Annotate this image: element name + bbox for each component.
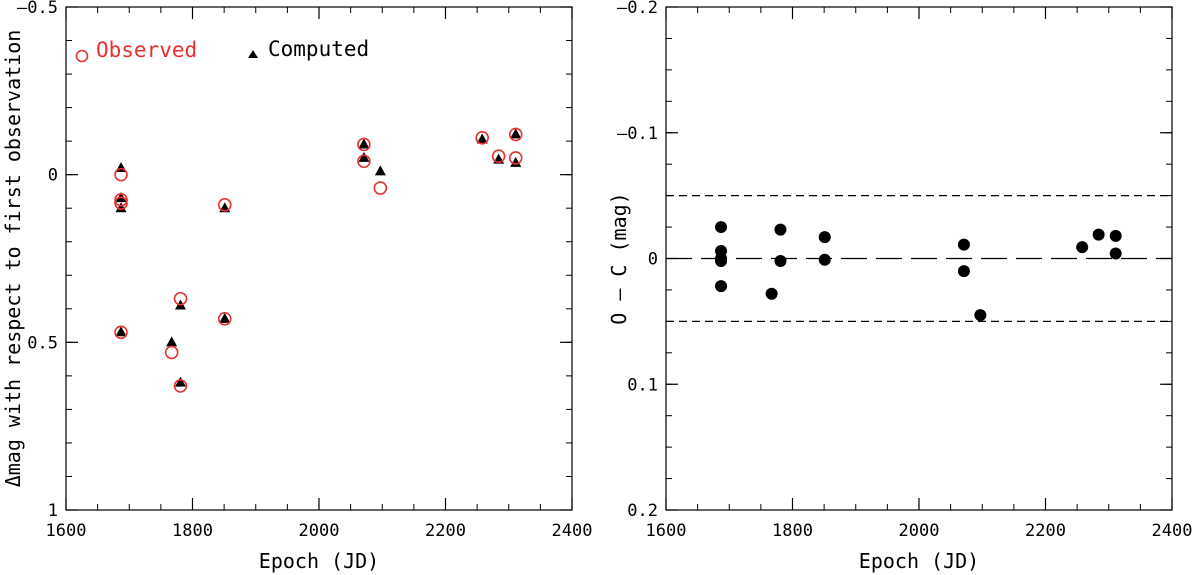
residual-point (1109, 229, 1122, 242)
observed-point (114, 325, 128, 340)
x-tick-label: 2200 (425, 521, 466, 541)
residual-point (765, 287, 778, 300)
computed-point (510, 128, 522, 139)
observed-point (491, 149, 506, 164)
legend-computed-label: Computed (268, 37, 369, 61)
computed-point (174, 376, 186, 387)
x-tick-label: 1600 (46, 521, 87, 541)
chart-panel-2: 1600 1800 2000 2200 2400 –0.2 –0.1 0 0.1 0.2 Epoch… (607, 0, 1192, 573)
observed-point (357, 137, 371, 152)
residual-point (1109, 247, 1122, 260)
observed-point (114, 193, 128, 207)
computed-point (358, 138, 370, 149)
residual-point (957, 238, 970, 251)
computed-point (115, 202, 127, 213)
observed-point (114, 167, 128, 182)
residual-point (818, 231, 831, 244)
computed-point (476, 133, 488, 144)
computed-point (374, 165, 386, 176)
residual-point (1076, 241, 1089, 254)
x-tick-label: 1800 (772, 521, 813, 541)
observed-point (373, 181, 388, 195)
x-tick-label: 2200 (1025, 521, 1066, 541)
plot-frame (65, 6, 573, 511)
observed-point (217, 198, 232, 212)
residual-point (715, 255, 728, 268)
chart-panel-1: 1600 1800 2000 2200 2400 –0.5 0 0.5 1 Epoch (JD) Δ… (1, 0, 592, 573)
observed-point (508, 127, 523, 142)
computed-point (510, 156, 522, 167)
y-tick-label: 0 (648, 250, 658, 270)
residual-point (974, 309, 987, 322)
x-tick-label: 2000 (299, 521, 340, 541)
x-axis-label: Epoch (JD) (859, 549, 979, 573)
residual-point (818, 253, 831, 266)
observed-point (357, 154, 371, 169)
observed-point (164, 345, 179, 360)
y-tick-label: –0.1 (617, 124, 658, 144)
x-tick-label: 2400 (1152, 521, 1193, 541)
observed-point (173, 379, 188, 393)
residual-point (1092, 228, 1105, 241)
computed-point (115, 326, 127, 337)
observed-point (217, 312, 232, 326)
observed-point (475, 130, 489, 145)
x-axis-label: Epoch (JD) (259, 549, 379, 573)
y-tick-label: 1 (48, 501, 58, 521)
legend-computed-marker (248, 50, 258, 58)
residual-point (715, 280, 728, 293)
y-tick-label: 0 (48, 166, 58, 186)
y-axis-label: Δmag with respect to first observation (1, 30, 25, 488)
computed-point (166, 336, 178, 347)
computed-point (219, 312, 231, 323)
residual-point (774, 255, 787, 268)
observed-point (508, 151, 523, 165)
y-tick-label: –0.2 (617, 0, 658, 18)
residual-point (715, 221, 728, 234)
residual-point (957, 265, 970, 278)
x-tick-label: 1600 (646, 521, 687, 541)
x-tick-label: 2400 (552, 521, 593, 541)
x-tick-label: 1800 (172, 521, 213, 541)
computed-point (358, 151, 370, 162)
y-tick-label: –0.5 (17, 0, 58, 18)
observed-point (173, 291, 188, 306)
residual-point (774, 223, 787, 236)
observed-point (114, 196, 128, 210)
y-axis-label: O – C (mag) (607, 192, 631, 324)
y-tick-label: 0.5 (27, 333, 58, 353)
legend-observed-label: Observed (96, 38, 197, 62)
legend-observed-marker (75, 49, 89, 63)
x-tick-label: 2000 (899, 521, 940, 541)
y-tick-label: 0.2 (627, 501, 658, 521)
y-tick-label: 0.1 (627, 375, 658, 395)
